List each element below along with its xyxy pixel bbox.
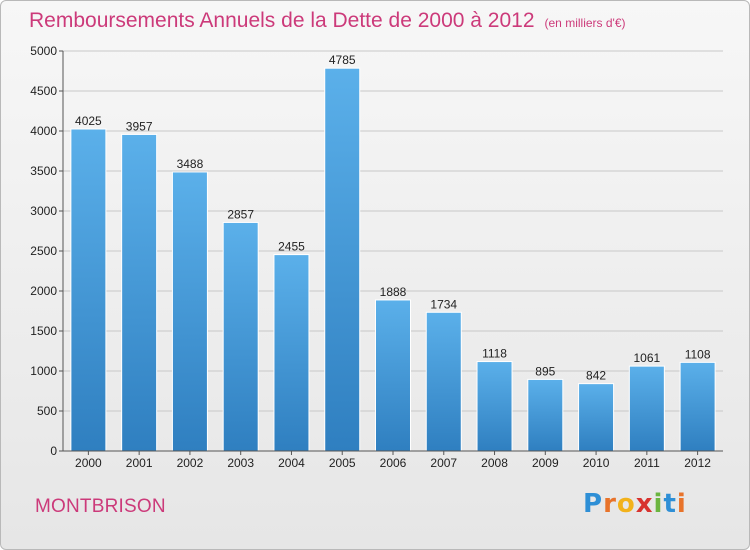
bar-2000 <box>70 128 107 452</box>
value-label-2006: 1888 <box>380 285 407 299</box>
logo-letter: o <box>616 489 636 519</box>
x-tick-label-2004: 2004 <box>278 456 305 470</box>
y-tick-label: 3500 <box>30 164 57 178</box>
y-tick-label: 4000 <box>30 124 57 138</box>
bar-2011 <box>628 365 665 452</box>
chart-subtitle: (en milliers d'€) <box>544 16 626 30</box>
logo-letter: t <box>663 489 677 519</box>
bar-2002 <box>171 171 208 452</box>
value-label-2001: 3957 <box>126 119 153 133</box>
y-tick-label: 1000 <box>30 364 57 378</box>
logo-letter: i <box>676 489 687 519</box>
value-label-2004: 2455 <box>278 240 305 254</box>
bar-2006 <box>375 299 411 452</box>
bar-2004 <box>273 254 310 452</box>
logo-letter: P <box>583 489 604 519</box>
bar-2012 <box>679 361 716 452</box>
x-tick-label-2009: 2009 <box>532 456 559 470</box>
value-label-2005: 4785 <box>329 53 356 67</box>
bar-2005 <box>324 67 361 452</box>
value-label-2009: 895 <box>535 364 555 378</box>
value-label-2011: 1061 <box>633 351 660 365</box>
x-tick-label-2001: 2001 <box>126 456 153 470</box>
y-tick-label: 500 <box>37 404 57 418</box>
bar-layer: 4025 3957 3488 2857 2455 4785 1888 1734 1118 895 8… <box>70 53 716 452</box>
x-tick-label-2005: 2005 <box>329 456 356 470</box>
y-tick-label: 3000 <box>30 204 57 218</box>
x-tick-label-2006: 2006 <box>380 456 407 470</box>
chart-title: Remboursements Annuels de la Dette de 20… <box>29 9 626 33</box>
x-tick-label-2003: 2003 <box>227 456 254 470</box>
value-label-2008: 1118 <box>482 347 507 361</box>
value-label-2007: 1734 <box>430 297 457 311</box>
x-tick-label-2000: 2000 <box>75 456 102 470</box>
y-tick-label: 2000 <box>30 284 57 298</box>
axis-layer: 0 500 1000 1500 2000 2500 3000 3500 4000 4500 5000… <box>30 44 723 470</box>
y-tick-label: 4500 <box>30 84 57 98</box>
bar-2009 <box>527 378 564 452</box>
value-label-2010: 842 <box>586 369 606 383</box>
y-tick-label: 2500 <box>30 244 57 258</box>
x-tick-label-2007: 2007 <box>430 456 457 470</box>
value-label-2000: 4025 <box>75 114 102 128</box>
commune-name: MONTBRISON <box>35 496 166 517</box>
bar-2003 <box>222 221 259 452</box>
logo-letter: x <box>635 489 654 519</box>
title-text: Remboursements Annuels de la Dette de 20… <box>29 9 535 32</box>
bar-2010 <box>578 383 615 452</box>
bar-2008 <box>476 361 513 452</box>
x-tick-label-2008: 2008 <box>481 456 508 470</box>
x-tick-label-2010: 2010 <box>583 456 610 470</box>
proxiti-logo: Proxiti <box>583 489 687 519</box>
y-tick-label: 5000 <box>30 44 57 58</box>
logo-letter: r <box>603 489 617 519</box>
x-tick-label-2012: 2012 <box>684 456 711 470</box>
y-tick-label: 0 <box>50 444 57 458</box>
bar-2001 <box>121 133 158 452</box>
bar-2007 <box>425 311 462 452</box>
value-label-2002: 3488 <box>177 157 204 171</box>
x-tick-label-2011: 2011 <box>634 456 660 470</box>
y-tick-label: 1500 <box>30 324 57 338</box>
logo-letter: i <box>653 489 664 519</box>
x-tick-label-2002: 2002 <box>177 456 204 470</box>
value-label-2003: 2857 <box>227 207 254 221</box>
value-label-2012: 1108 <box>685 347 711 361</box>
